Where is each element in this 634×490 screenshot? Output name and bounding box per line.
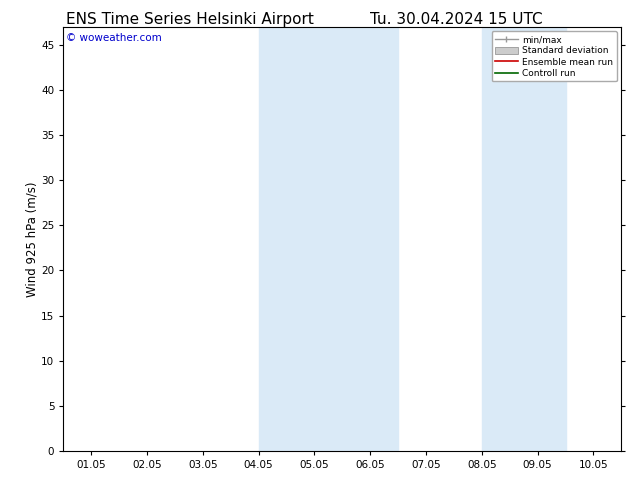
Legend: min/max, Standard deviation, Ensemble mean run, Controll run: min/max, Standard deviation, Ensemble me… <box>491 31 617 81</box>
Y-axis label: Wind 925 hPa (m/s): Wind 925 hPa (m/s) <box>25 181 38 296</box>
Bar <box>259 27 398 451</box>
Text: © woweather.com: © woweather.com <box>66 33 162 43</box>
Text: ENS Time Series Helsinki Airport: ENS Time Series Helsinki Airport <box>67 12 314 27</box>
Text: Tu. 30.04.2024 15 UTC: Tu. 30.04.2024 15 UTC <box>370 12 543 27</box>
Bar <box>482 27 566 451</box>
